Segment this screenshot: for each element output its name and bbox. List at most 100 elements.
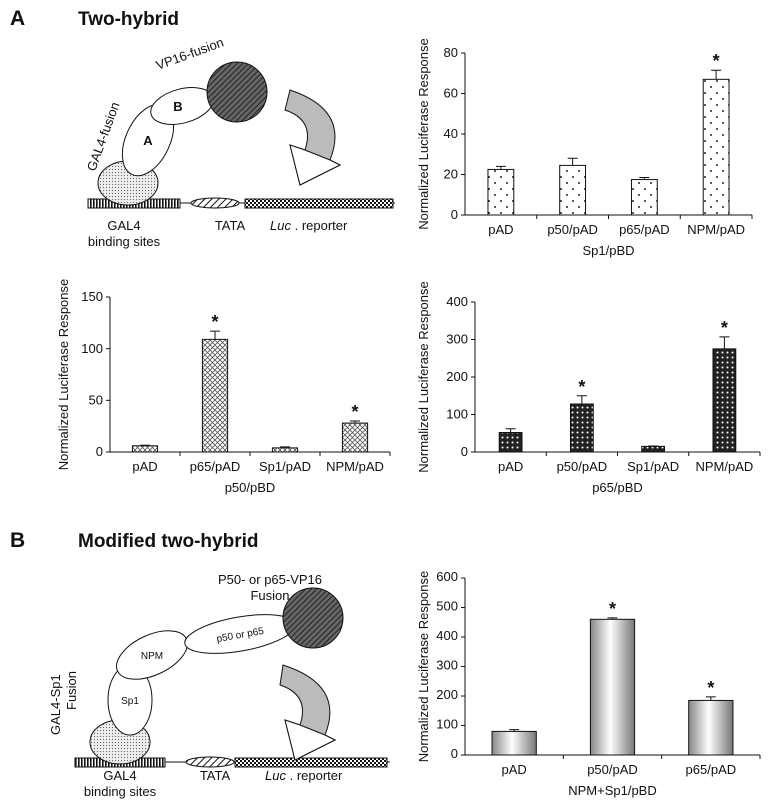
bar — [271, 447, 299, 453]
error-bar — [711, 69, 722, 80]
error-bar — [509, 729, 520, 732]
x-axis-label: NPM+Sp1/pBD — [568, 783, 657, 798]
bar — [589, 618, 636, 756]
diagram-label: TATA — [200, 768, 231, 783]
bar — [702, 78, 730, 216]
panel-title: Two-hybrid — [78, 9, 179, 30]
y-tick-label: 300 — [436, 658, 458, 673]
panel-label: A — [10, 7, 25, 30]
diagram-label: TATA — [215, 218, 246, 233]
y-tick-label: 400 — [436, 628, 458, 643]
y-axis-label: Normalized Luciferase Response — [416, 38, 431, 229]
bar — [569, 403, 594, 453]
x-tick-label: NPM/pAD — [687, 222, 745, 237]
significance-star: * — [713, 51, 720, 71]
bar — [630, 179, 658, 216]
diagram-label: GAL4-Sp1 — [48, 674, 63, 735]
diagram-label: binding sites — [84, 784, 157, 799]
significance-star: * — [351, 402, 358, 422]
x-tick-label: pAD — [488, 222, 513, 237]
error-bar — [639, 177, 650, 180]
error-bar — [607, 617, 618, 620]
diagram-a — [87, 61, 395, 209]
diagram-label: VP16-fusion — [154, 34, 226, 72]
y-tick-label: 200 — [436, 687, 458, 702]
y-axis-label: Normalized Luciferase Response — [416, 281, 431, 472]
significance-star: * — [609, 599, 616, 619]
y-tick-label: 400 — [446, 294, 468, 309]
error-bar — [576, 395, 587, 404]
y-axis-label: Normalized Luciferase Response — [416, 571, 431, 762]
x-tick-label: NPM/pAD — [695, 459, 753, 474]
y-tick-label: 100 — [446, 407, 468, 422]
bar — [487, 168, 515, 216]
bar — [131, 445, 159, 453]
y-axis-label: Normalized Luciferase Response — [56, 279, 71, 470]
diagram-label: Luc . reporter — [270, 218, 348, 233]
x-axis-label: Sp1/pBD — [582, 243, 634, 258]
error-bar — [719, 336, 730, 349]
error-bar — [350, 420, 360, 424]
x-tick-label: p50/pAD — [547, 222, 598, 237]
bar — [498, 432, 523, 453]
x-tick-label: p50/pAD — [587, 762, 638, 777]
error-bar — [567, 157, 578, 166]
diagram-label: . reporter — [290, 768, 343, 783]
significance-star: * — [707, 678, 714, 698]
diagram-label: Luc — [270, 218, 291, 233]
x-tick-label: NPM/pAD — [326, 459, 384, 474]
y-tick-label: 40 — [444, 126, 458, 141]
bar — [559, 164, 587, 216]
x-axis-label: p50/pBD — [225, 480, 276, 495]
y-tick-label: 150 — [81, 289, 103, 304]
diagram-label: Luc . reporter — [265, 768, 343, 783]
bar — [712, 348, 737, 453]
y-tick-label: 20 — [444, 167, 458, 182]
bar — [688, 699, 734, 756]
y-tick-label: 0 — [451, 207, 458, 222]
y-tick-label: 500 — [436, 599, 458, 614]
x-tick-label: p65/pAD — [619, 222, 670, 237]
bar — [201, 338, 229, 453]
significance-star: * — [578, 377, 585, 397]
x-tick-label: p50/pAD — [557, 459, 608, 474]
error-bar — [505, 428, 516, 433]
diagram-label: Luc — [265, 768, 286, 783]
panel-label: B — [10, 529, 25, 552]
x-tick-label: pAD — [498, 459, 523, 474]
y-tick-label: 0 — [451, 746, 458, 761]
error-bar — [140, 444, 150, 446]
x-tick-label: Sp1/pAD — [627, 459, 679, 474]
significance-star: * — [211, 312, 218, 332]
diagram-label: Fusion — [64, 671, 79, 710]
x-tick-label: p65/pAD — [190, 459, 241, 474]
diagram-label: B — [173, 99, 182, 114]
x-tick-label: Sp1/pAD — [259, 459, 311, 474]
y-tick-label: 200 — [446, 369, 468, 384]
y-tick-label: 50 — [89, 393, 103, 408]
diagram-b — [74, 587, 390, 768]
significance-star: * — [721, 318, 728, 338]
error-bar — [705, 696, 716, 701]
x-tick-label: p65/pAD — [686, 762, 737, 777]
y-tick-label: 300 — [446, 332, 468, 347]
diagram-label: . reporter — [295, 218, 348, 233]
diagram-label: binding sites — [88, 234, 161, 249]
y-tick-label: 100 — [436, 717, 458, 732]
x-tick-label: pAD — [502, 762, 527, 777]
diagram-label: GAL4 — [103, 768, 136, 783]
diagram-label: Fusion — [250, 588, 289, 603]
y-tick-label: 80 — [444, 45, 458, 60]
diagram-label: NPM — [141, 651, 163, 662]
y-tick-label: 0 — [461, 444, 468, 459]
y-tick-label: 600 — [436, 569, 458, 584]
y-tick-label: 0 — [96, 444, 103, 459]
y-tick-label: 60 — [444, 86, 458, 101]
x-axis-label: p65/pBD — [592, 480, 643, 495]
bar — [641, 445, 666, 453]
x-tick-label: pAD — [132, 459, 157, 474]
bar — [491, 730, 537, 756]
panel-title: Modified two-hybrid — [78, 531, 258, 552]
bar — [341, 422, 369, 453]
